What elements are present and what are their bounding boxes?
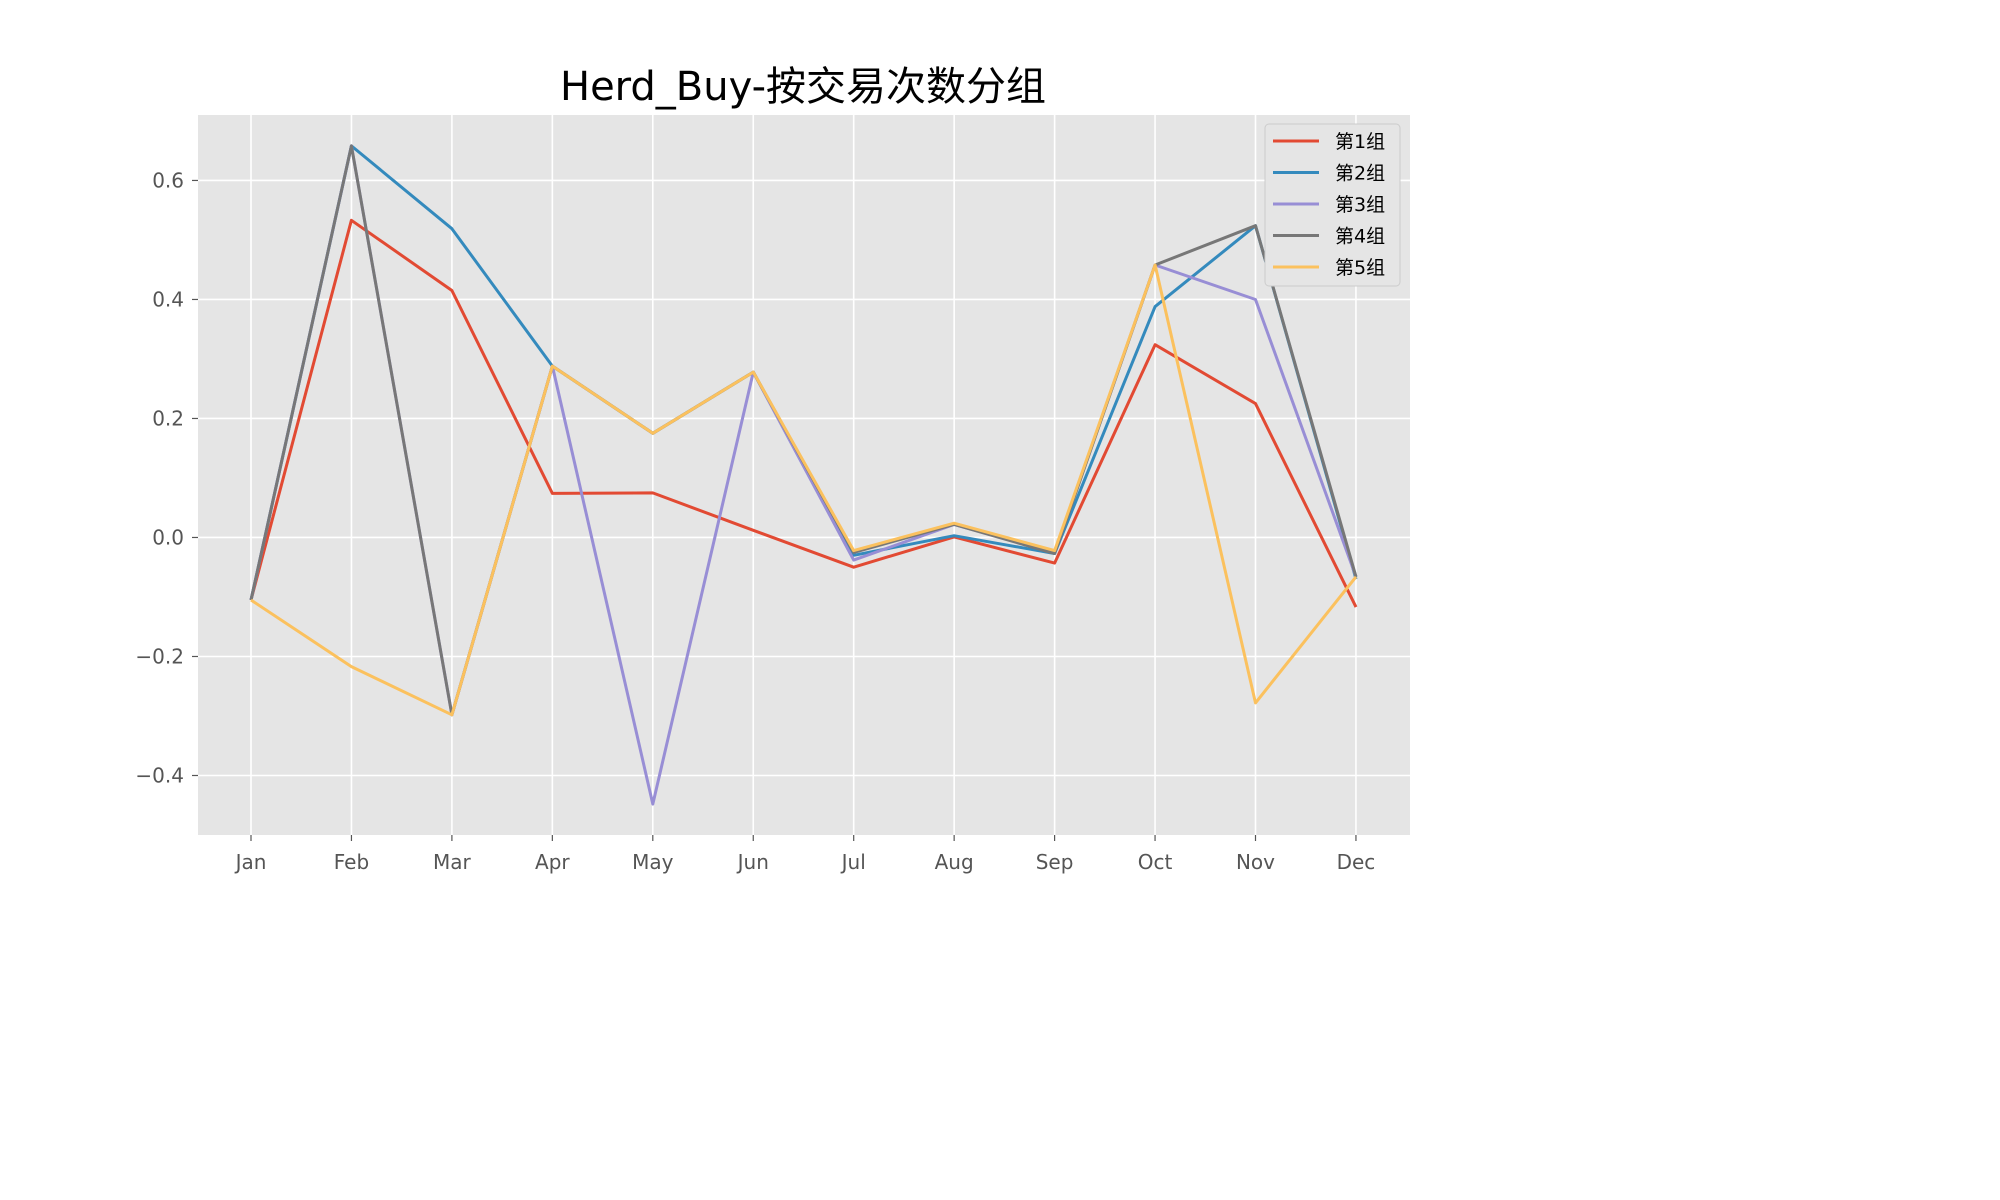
x-tick-label: Jun	[736, 850, 769, 874]
chart: Herd_Buy-按交易次数分组 Jan Feb Mar Apr May Jun Jul Au…	[135, 64, 1410, 874]
y-axis: −0.4 −0.2 0.0 0.2 0.4 0.6	[135, 168, 198, 787]
legend-label: 第5组	[1335, 257, 1385, 279]
x-tick-label: Dec	[1337, 850, 1376, 874]
x-tick-label: Feb	[334, 850, 369, 874]
x-tick-label: May	[632, 850, 674, 874]
plot-area	[198, 115, 1410, 835]
y-tick-label: 0.4	[152, 287, 184, 311]
legend-label: 第4组	[1335, 226, 1385, 248]
legend-box	[1264, 123, 1401, 287]
y-tick-label: −0.4	[135, 763, 184, 787]
x-tick-label: Aug	[935, 850, 974, 874]
legend-label: 第3组	[1335, 194, 1385, 216]
legend-label: 第2组	[1335, 163, 1385, 185]
x-tick-label: Mar	[433, 850, 472, 874]
x-tick-label: Apr	[535, 850, 570, 874]
series-group	[249, 144, 1358, 806]
y-tick-label: 0.2	[152, 406, 184, 430]
x-tick-label: Nov	[1236, 850, 1275, 874]
x-tick-label: Jan	[234, 850, 267, 874]
x-tick-label: Jul	[840, 850, 866, 874]
y-tick-label: −0.2	[135, 644, 184, 668]
chart-title: Herd_Buy-按交易次数分组	[560, 64, 1046, 110]
y-tick-label: 0.6	[152, 168, 184, 192]
series-line-1	[249, 218, 1358, 608]
x-tick-label: Sep	[1036, 850, 1074, 874]
x-axis: Jan Feb Mar Apr May Jun Jul Aug Sep Oct Nov Dec	[234, 835, 1376, 874]
x-tick-label: Oct	[1138, 850, 1173, 874]
y-tick-label: 0.0	[152, 525, 184, 549]
series-line-5	[250, 263, 1358, 717]
legend-label: 第1组	[1335, 131, 1385, 153]
